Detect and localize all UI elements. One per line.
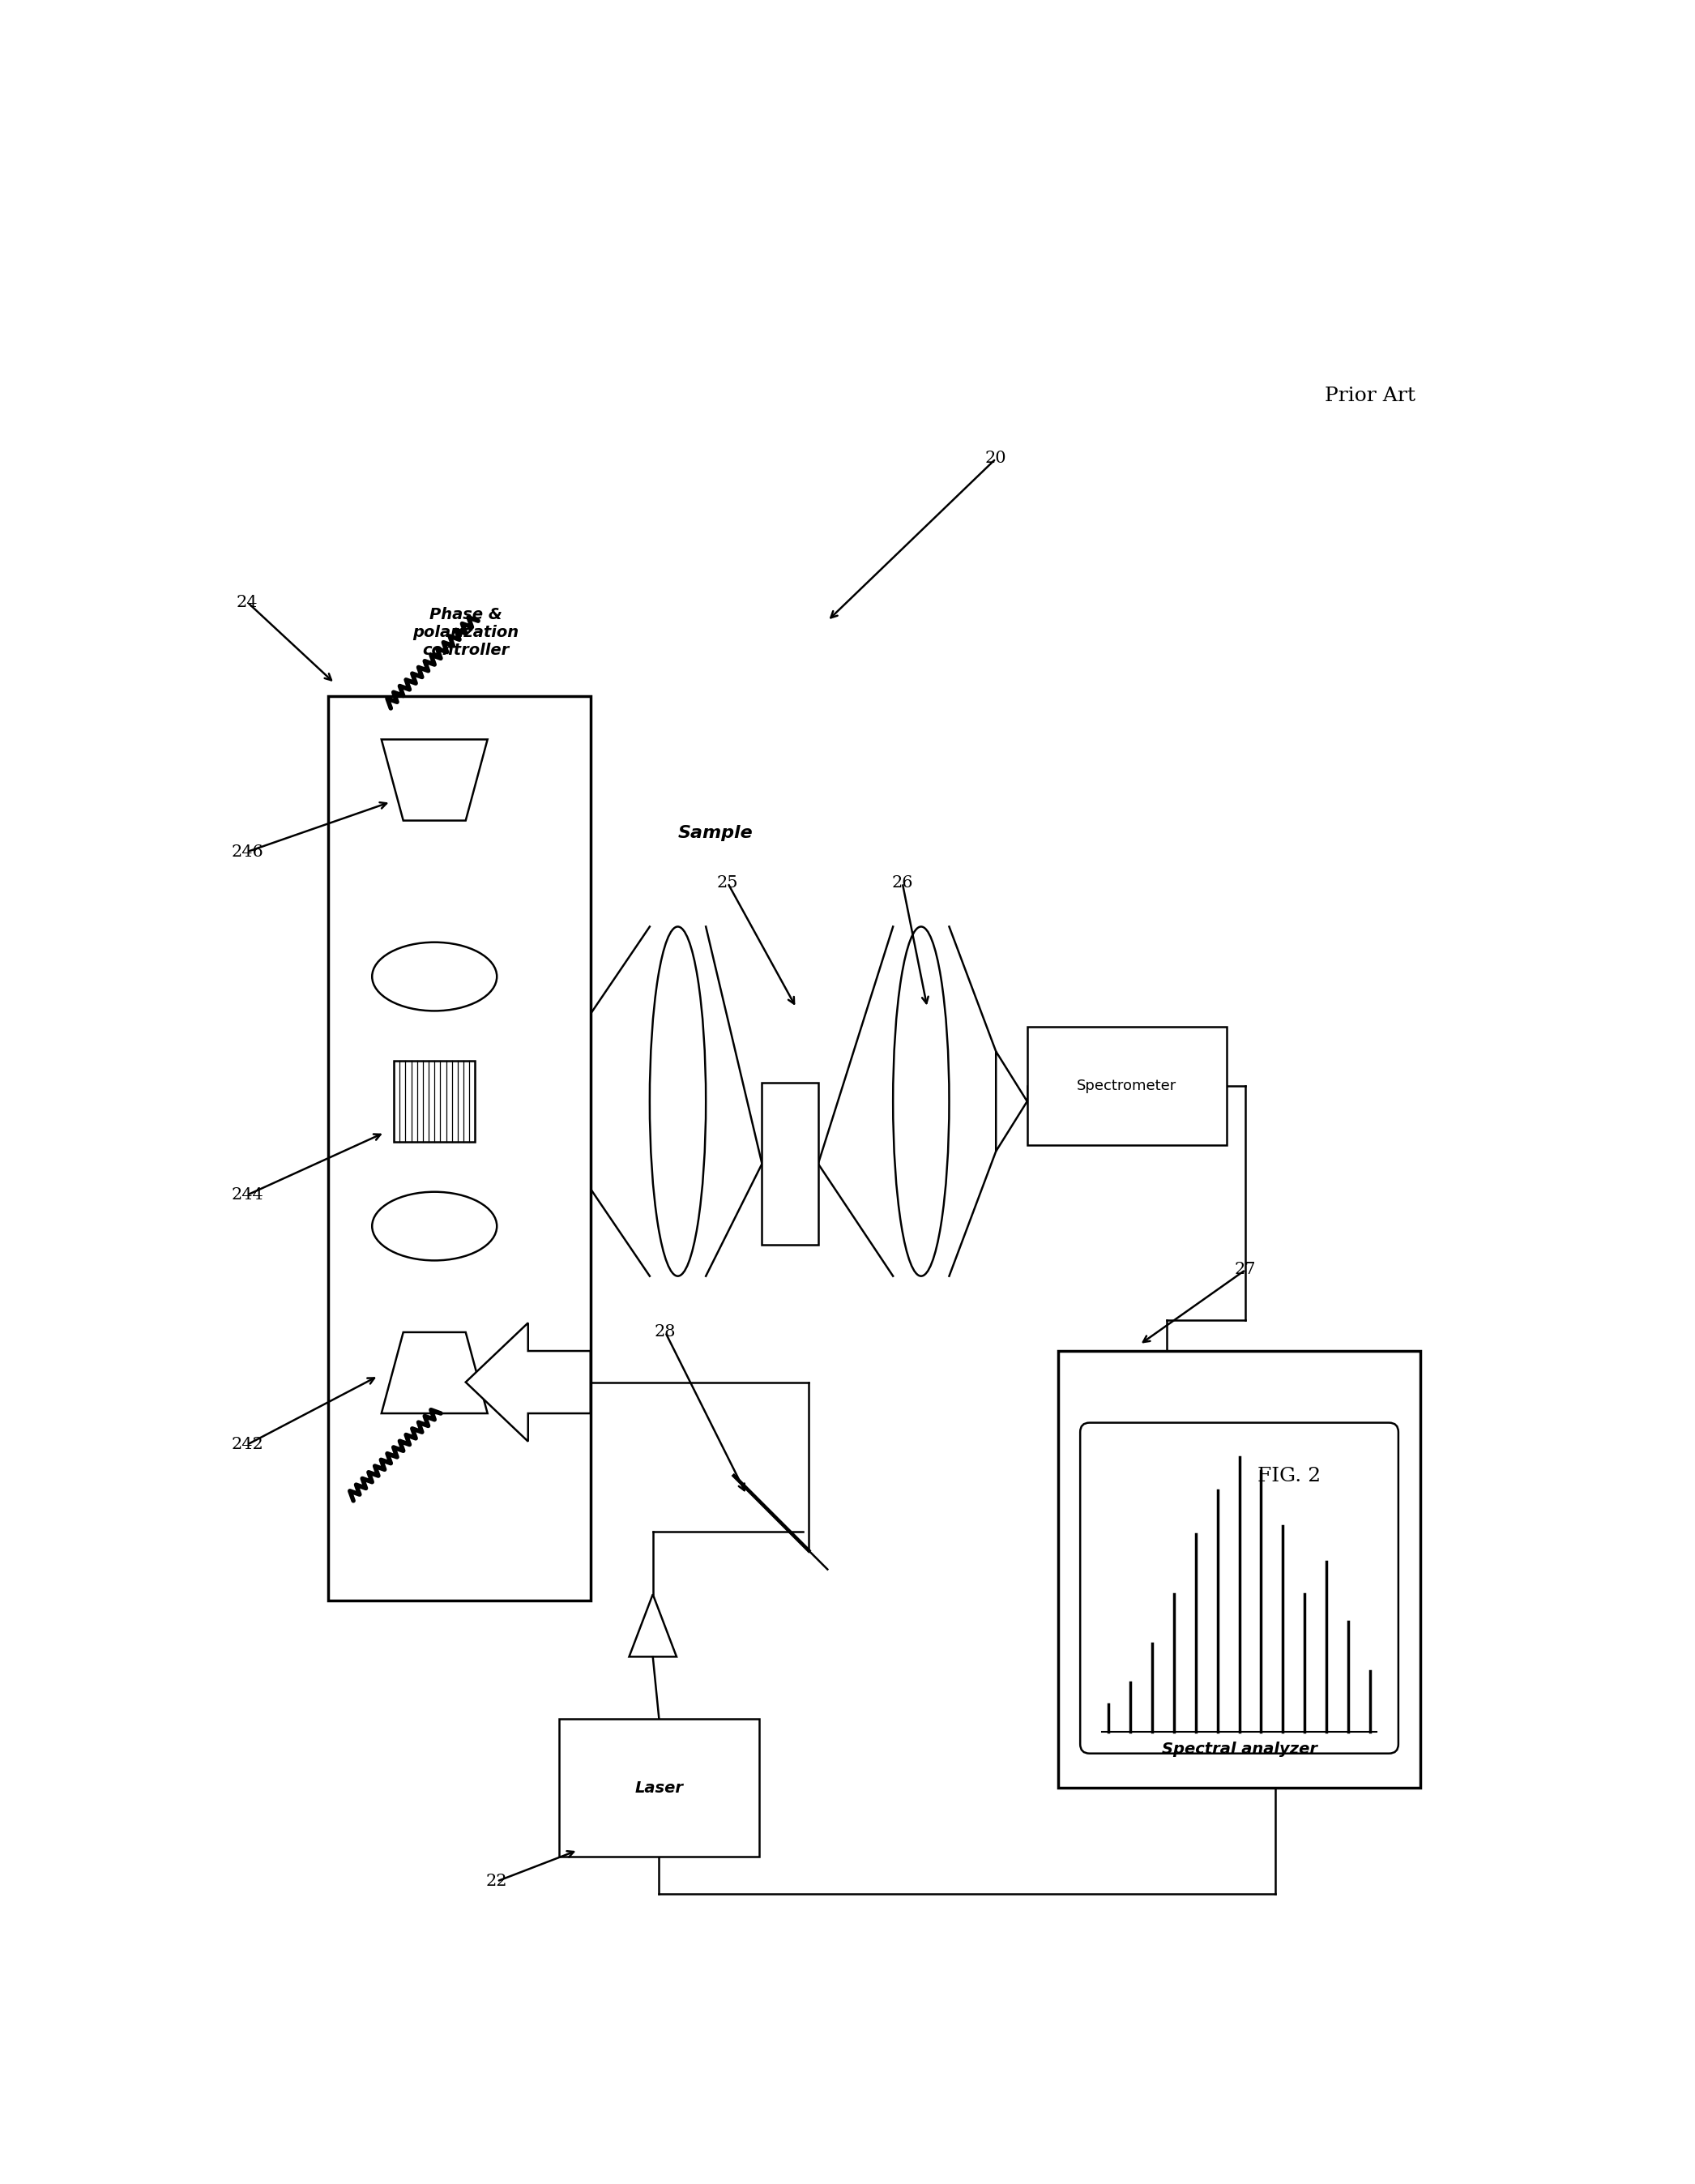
Text: 22: 22 xyxy=(486,1874,507,1889)
Bar xyxy=(1058,1352,1420,1789)
Text: 28: 28 xyxy=(654,1324,676,1341)
Text: Laser: Laser xyxy=(634,1780,683,1795)
Text: 27: 27 xyxy=(1234,1262,1256,1278)
Bar xyxy=(763,1083,819,1245)
Bar xyxy=(329,697,590,1601)
FancyBboxPatch shape xyxy=(1080,1422,1398,1754)
Text: Prior Art: Prior Art xyxy=(1325,387,1415,406)
Text: 242: 242 xyxy=(231,1437,263,1452)
Bar xyxy=(1027,1026,1227,1144)
Text: 26: 26 xyxy=(892,876,914,891)
Text: 244: 244 xyxy=(231,1188,263,1203)
Text: 25: 25 xyxy=(717,876,739,891)
Text: 24: 24 xyxy=(237,594,258,609)
Text: Spectral analyzer: Spectral analyzer xyxy=(1161,1741,1317,1756)
Text: 20: 20 xyxy=(985,450,1007,467)
Text: Phase &
polarization
controller: Phase & polarization controller xyxy=(412,607,519,657)
Text: Sample: Sample xyxy=(678,826,753,841)
Bar xyxy=(559,1719,759,1856)
Text: Spectrometer: Spectrometer xyxy=(1076,1079,1176,1092)
Text: 246: 246 xyxy=(231,843,263,860)
Bar xyxy=(393,1061,475,1142)
Polygon shape xyxy=(466,1324,590,1441)
Text: FIG. 2: FIG. 2 xyxy=(1258,1465,1320,1485)
